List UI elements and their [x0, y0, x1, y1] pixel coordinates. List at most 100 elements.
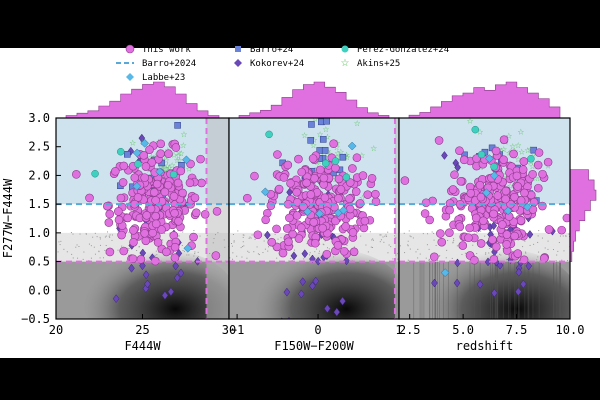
this-work-marker: [465, 223, 474, 233]
background-point: [372, 238, 374, 240]
akins-marker: ☆: [163, 156, 170, 165]
panel-area: ☆☆☆☆☆☆☆☆☆☆☆☆☆☆☆☆☆☆☆☆☆☆☆☆☆☆☆☆☆☆☆☆☆☆☆☆☆☆☆☆…: [399, 118, 570, 319]
labbe-marker: [260, 187, 270, 197]
kokorev-marker: [299, 277, 307, 287]
background-point: [229, 257, 231, 259]
background-point: [262, 252, 264, 254]
this-work-marker: [267, 237, 277, 247]
panel-frame: [398, 117, 571, 320]
this-work-marker: [273, 150, 282, 159]
this-work-marker: [149, 188, 159, 197]
labbe-marker: [132, 182, 142, 191]
background-point: [561, 259, 563, 261]
legend-label: Labbe+23: [142, 73, 185, 83]
akins-marker: ☆: [170, 150, 177, 159]
background-point: [380, 239, 382, 241]
background-point: [209, 253, 211, 255]
background-point: [403, 232, 405, 234]
kokorev-marker: [142, 270, 150, 280]
this-work-marker: [286, 178, 295, 188]
this-work-marker: [118, 178, 128, 187]
this-work-marker: [331, 216, 340, 226]
legend-label: This work: [142, 45, 191, 55]
labbe-marker: [132, 148, 142, 158]
this-work-marker: [489, 209, 498, 219]
background-point: [380, 234, 382, 236]
background-point: [537, 256, 539, 258]
background-point: [428, 248, 430, 250]
background-point: [309, 254, 311, 256]
this-work-marker: [272, 224, 281, 234]
background-point: [394, 235, 396, 237]
background-point: [232, 233, 234, 235]
akins-marker: ☆: [524, 146, 531, 155]
background-point: [107, 231, 109, 233]
background-point: [456, 245, 458, 247]
background-point: [231, 245, 233, 247]
x-axis-label: F150W−F200W: [274, 339, 354, 353]
background-point: [109, 234, 111, 236]
this-work-marker: [400, 176, 410, 185]
this-work-marker: [458, 241, 468, 250]
background-point: [369, 231, 371, 233]
background-point: [506, 259, 508, 261]
this-work-marker: [538, 169, 547, 179]
this-work-marker: [111, 167, 120, 176]
akins-marker: ☆: [354, 119, 361, 128]
scatter-panels: ☆☆☆☆ ☆☆☆☆☆☆☆☆☆☆☆☆☆☆☆☆☆☆☆☆☆☆☆☆ ☆☆☆☆☆☆☆☆☆☆☆☆…: [55, 117, 571, 400]
kokorev-marker: [515, 287, 522, 297]
background-point: [76, 244, 78, 246]
kokorev-marker: [339, 296, 346, 306]
background-point: [445, 257, 447, 259]
this-work-marker: [294, 234, 304, 243]
this-work-marker: [471, 213, 481, 223]
this-work-marker: [348, 228, 358, 237]
background-point: [388, 244, 390, 246]
background-point: [425, 257, 427, 259]
kokorev-marker: [303, 396, 309, 400]
this-work-marker: [285, 213, 294, 223]
background-point: [404, 252, 406, 254]
background-point: [461, 253, 463, 255]
background-point: [447, 239, 449, 241]
akins-marker: ☆: [176, 156, 183, 165]
this-work-marker: [436, 229, 445, 238]
background-point: [258, 254, 260, 256]
kokorev-marker: [173, 273, 181, 283]
perez-gonzalez-marker: [116, 147, 125, 156]
background-point: [197, 256, 199, 258]
this-work-marker: [163, 180, 173, 190]
this-work-marker: [274, 184, 284, 194]
x-tick-label: 25: [135, 323, 149, 337]
background-point: [563, 250, 565, 252]
background-point: [257, 253, 259, 255]
akins-marker: ☆: [359, 194, 366, 203]
background-point: [555, 260, 557, 262]
legend-marker: ☆: [341, 58, 350, 69]
kokorev-marker: [144, 279, 151, 289]
background-point: [188, 254, 190, 256]
kokorev-marker: [128, 263, 135, 273]
background-point: [309, 252, 311, 254]
kokorev-marker: [298, 289, 305, 299]
akins-marker: ☆: [532, 174, 539, 183]
barro-marker: [318, 118, 325, 126]
this-work-marker: [200, 209, 210, 219]
background-point: [250, 237, 252, 239]
labbe-marker: [440, 268, 450, 277]
this-work-marker: [279, 173, 289, 182]
background-point: [256, 246, 258, 248]
background-point: [407, 245, 409, 247]
akins-marker: ☆: [506, 149, 513, 158]
background-point: [128, 254, 130, 256]
this-work-marker: [516, 216, 526, 225]
background-point: [63, 248, 65, 250]
background-point: [272, 245, 274, 247]
this-work-marker: [170, 208, 179, 218]
this-work-marker: [421, 198, 431, 208]
background-point: [263, 240, 265, 242]
labbe-marker: [183, 243, 193, 253]
background-point: [435, 244, 437, 246]
this-work-marker: [498, 220, 507, 229]
background-point: [90, 245, 92, 247]
